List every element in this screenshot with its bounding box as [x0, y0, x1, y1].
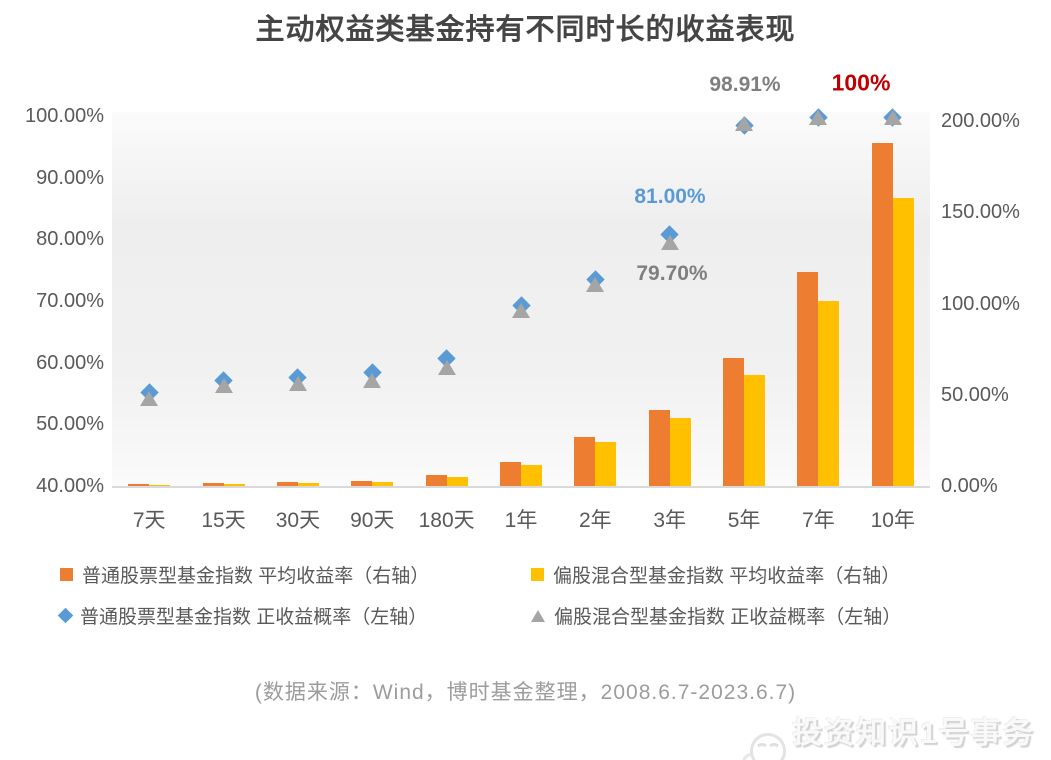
- bar: [128, 483, 150, 487]
- legend-label: 偏股混合型基金指数 平均收益率（右轴）: [553, 566, 901, 587]
- bar: [744, 374, 766, 487]
- x-axis-line: [112, 486, 930, 488]
- watermark: 投资知识1号事务所: [742, 708, 1051, 760]
- bar: [149, 484, 171, 487]
- x-axis-label: 90天: [350, 509, 395, 532]
- left-axis-tick: 100.00%: [25, 105, 104, 127]
- watermark-text: 投资知识1号事务所: [792, 717, 1035, 750]
- annotation-3y-gray: 79.70%: [636, 262, 708, 285]
- x-axis-label: 2年: [579, 509, 612, 532]
- legend-row-1: 普通股票型基金指数 平均收益率（右轴） 偏股混合型基金指数 平均收益率（右轴）: [0, 561, 1051, 587]
- bar: [521, 464, 542, 487]
- left-axis-tick: 60.00%: [36, 351, 104, 374]
- source-note: (数据来源：Wind，博时基金整理，2008.6.7-2023.6.7): [254, 681, 797, 704]
- triangle-marker: [809, 109, 828, 125]
- bar: [595, 441, 617, 487]
- right-axis-tick: 100.00%: [941, 292, 1020, 315]
- bar: [574, 436, 596, 487]
- annotation-100pct: 100%: [831, 69, 891, 96]
- bar: [223, 483, 245, 487]
- right-axis-tick: 50.00%: [941, 383, 1009, 406]
- left-axis-tick: 90.00%: [36, 166, 104, 189]
- x-axis-label: 3年: [653, 509, 687, 532]
- bar: [818, 301, 840, 487]
- bar: [723, 357, 745, 487]
- right-axis-tick: 150.00%: [941, 201, 1020, 224]
- triangle-marker: [363, 372, 382, 388]
- triangle-marker: [437, 360, 456, 376]
- x-axis-label: 1年: [504, 509, 538, 532]
- chart-title: 主动权益类基金持有不同时长的收益表现: [255, 14, 796, 46]
- left-axis-tick: 70.00%: [36, 290, 104, 312]
- bar: [425, 475, 447, 487]
- legend-item-mixed-prob: 偏股混合型基金指数 正收益概率（左轴）: [531, 602, 901, 629]
- legend-item-mixed-return: 偏股混合型基金指数 平均收益率（右轴）: [531, 561, 900, 588]
- legend-label: 偏股混合型基金指数 正收益概率（左轴）: [554, 607, 902, 628]
- triangle-marker: [660, 234, 679, 250]
- legend-row-2: 普通股票型基金指数 正收益概率（左轴） 偏股混合型基金指数 正收益概率（左轴）: [0, 602, 1051, 628]
- x-axis-label: 10年: [870, 509, 915, 532]
- orange-square-icon: [60, 568, 73, 581]
- right-axis-tick: 0.00%: [941, 475, 998, 497]
- bar: [372, 482, 394, 487]
- legend-item-ordinary-return: 普通股票型基金指数 平均收益率（右轴）: [60, 561, 429, 588]
- left-axis-tick: 40.00%: [36, 475, 104, 497]
- triangle-marker: [512, 303, 530, 319]
- right-axis-tick: 200.00%: [941, 110, 1020, 132]
- bar: [351, 480, 373, 487]
- triangle-marker: [140, 390, 159, 406]
- triangle-marker: [586, 277, 605, 293]
- annotation-3y-blue: 81.00%: [634, 185, 706, 208]
- bar: [871, 142, 893, 487]
- legend-label: 普通股票型基金指数 平均收益率（右轴）: [82, 566, 430, 587]
- legend-item-ordinary-prob: 普通股票型基金指数 正收益概率（左轴）: [57, 602, 428, 629]
- triangle-marker: [288, 375, 307, 391]
- bar: [892, 197, 914, 487]
- annotation-5y-gray: 98.91%: [709, 73, 781, 96]
- bar: [500, 461, 521, 487]
- left-axis-tick: 50.00%: [36, 413, 104, 436]
- left-axis-tick: 80.00%: [36, 228, 104, 251]
- triangle-marker: [735, 116, 754, 132]
- bar: [669, 418, 691, 487]
- x-axis-label: 7天: [132, 509, 166, 532]
- bar: [446, 477, 468, 487]
- gray-triangle-icon: [531, 609, 545, 622]
- triangle-marker: [214, 378, 233, 394]
- triangle-marker: [883, 109, 902, 125]
- bar: [202, 482, 224, 487]
- bar: [297, 483, 319, 487]
- blue-diamond-icon: [57, 607, 74, 624]
- x-axis-label: 30天: [275, 509, 321, 532]
- x-axis-label: 15天: [201, 509, 246, 532]
- bar: [648, 409, 670, 487]
- yellow-square-icon: [531, 568, 544, 581]
- legend-label: 普通股票型基金指数 正收益概率（左轴）: [80, 607, 428, 628]
- x-axis-label: 5年: [727, 509, 761, 532]
- watermark-logo-icon: [742, 731, 786, 760]
- x-axis-label: 7年: [802, 509, 835, 532]
- x-axis-label: 180天: [418, 509, 475, 532]
- bar: [276, 482, 298, 487]
- bar: [797, 272, 819, 487]
